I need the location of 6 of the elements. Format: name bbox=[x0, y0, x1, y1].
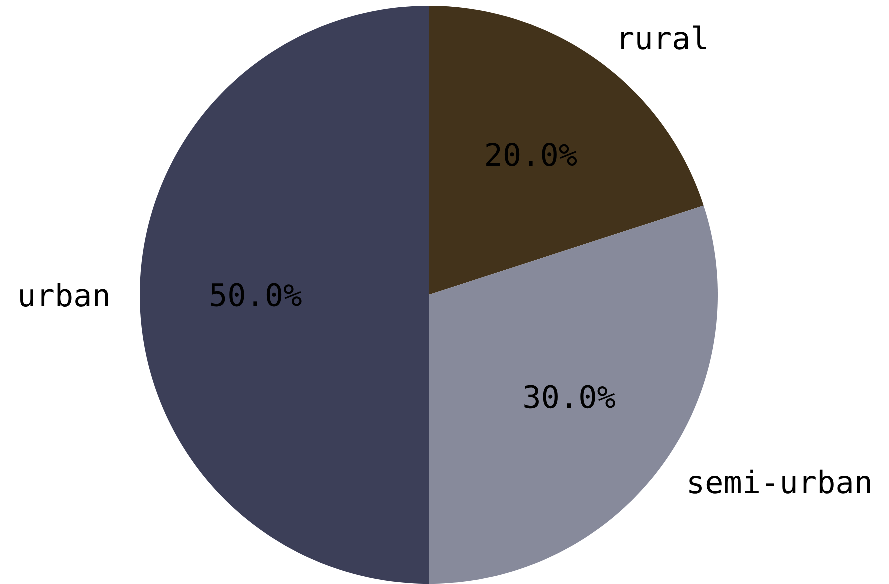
data-label: 30.0% bbox=[524, 385, 616, 409]
data-label: 50.0% bbox=[211, 283, 302, 307]
slice-label: semi-urban bbox=[690, 470, 870, 494]
slice-label: urban bbox=[20, 283, 108, 307]
data-label: 20.0% bbox=[486, 142, 578, 166]
slice-label: rural bbox=[622, 26, 706, 50]
